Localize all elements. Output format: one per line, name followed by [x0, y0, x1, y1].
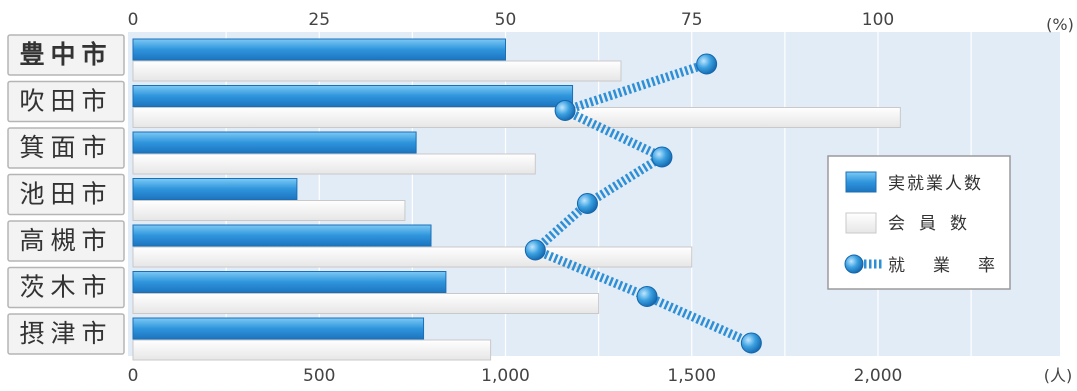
category-label: 茨木市 [19, 273, 112, 302]
bar-members [132, 200, 406, 221]
category-label-box [7, 173, 125, 216]
top-tick-label: 100 [862, 10, 894, 30]
bar-employed [132, 317, 425, 340]
top-axis-unit: (%) [1046, 15, 1074, 34]
axes: 0 25 50 75 100 (%) 0 500 1,000 1,500 2,000 (人) [128, 10, 1074, 386]
rate-point [576, 193, 598, 214]
bottom-axis-unit: (人) [1044, 366, 1073, 385]
category-label-box [7, 127, 125, 169]
bars [132, 38, 901, 361]
legend-label-members: 会員数 [888, 214, 981, 234]
bottom-tick-label: 0 [128, 366, 139, 386]
legend-swatch-rate-dot [844, 254, 864, 274]
category-label: 豊中市 [19, 40, 112, 69]
top-tick-label: 75 [681, 10, 703, 30]
rate-point [740, 332, 762, 354]
category-label-box [7, 220, 125, 262]
bar-members [132, 339, 492, 361]
bar-employed [132, 85, 574, 107]
bar-employed [132, 131, 417, 154]
legend-label-employed: 実就業人数 [888, 174, 983, 194]
bar-members [132, 293, 600, 314]
bar-employed [132, 224, 432, 247]
category-label-box [7, 313, 125, 355]
rate-point [554, 100, 576, 121]
rate-point [651, 146, 673, 168]
legend-swatch-employed [845, 171, 877, 193]
top-tick-label: 50 [495, 10, 517, 30]
category-label: 箕面市 [19, 133, 112, 162]
legend-swatch-members [845, 212, 877, 234]
bar-members [132, 107, 901, 128]
rate-point [636, 286, 658, 307]
rate-point [524, 239, 546, 261]
category-label: 高槻市 [19, 226, 112, 255]
rate-point [696, 53, 718, 75]
category-label-box [7, 80, 125, 123]
bar-employed [132, 271, 447, 293]
top-tick-label: 0 [128, 10, 139, 30]
category-label: 池田市 [19, 180, 112, 209]
category-label: 摂津市 [19, 319, 112, 348]
bar-members [132, 60, 622, 82]
bottom-tick-label: 1,000 [481, 366, 530, 386]
bar-employed [132, 38, 506, 61]
top-tick-label: 25 [308, 10, 330, 30]
bottom-tick-label: 500 [303, 366, 335, 386]
bar-members [132, 153, 536, 175]
rate-line [524, 53, 762, 354]
bottom-tick-label: 2,000 [854, 366, 903, 386]
bar-employed [132, 178, 298, 200]
category-label: 吹田市 [19, 87, 112, 116]
bar-members [132, 246, 693, 268]
legend-label-rate: 就業率 [888, 256, 1023, 276]
category-label-box [7, 266, 125, 309]
bottom-tick-label: 1,500 [667, 366, 716, 386]
category-label-box [7, 34, 125, 76]
